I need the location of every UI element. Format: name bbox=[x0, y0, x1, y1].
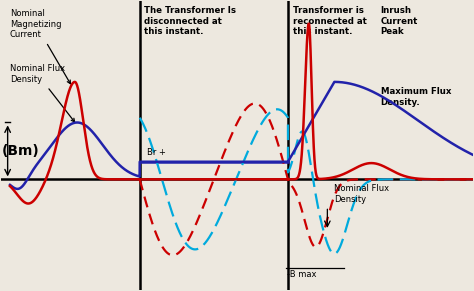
Text: The Transformer Is
disconnected at
this instant.: The Transformer Is disconnected at this … bbox=[144, 6, 237, 36]
Text: Br +: Br + bbox=[146, 148, 165, 157]
Text: Inrush
Current
Peak: Inrush Current Peak bbox=[381, 6, 418, 36]
Text: Transformer is
reconnected at
this instant.: Transformer is reconnected at this insta… bbox=[292, 6, 366, 36]
Text: Maximum Flux
Density.: Maximum Flux Density. bbox=[381, 87, 451, 107]
Text: Nominal
Magnetizing
Current: Nominal Magnetizing Current bbox=[10, 9, 71, 84]
Text: -B max: -B max bbox=[287, 270, 317, 279]
Text: Nominal Flux
Density: Nominal Flux Density bbox=[10, 65, 74, 122]
Text: (Bm): (Bm) bbox=[1, 144, 39, 158]
Text: Nominal Flux
Density: Nominal Flux Density bbox=[334, 184, 390, 204]
